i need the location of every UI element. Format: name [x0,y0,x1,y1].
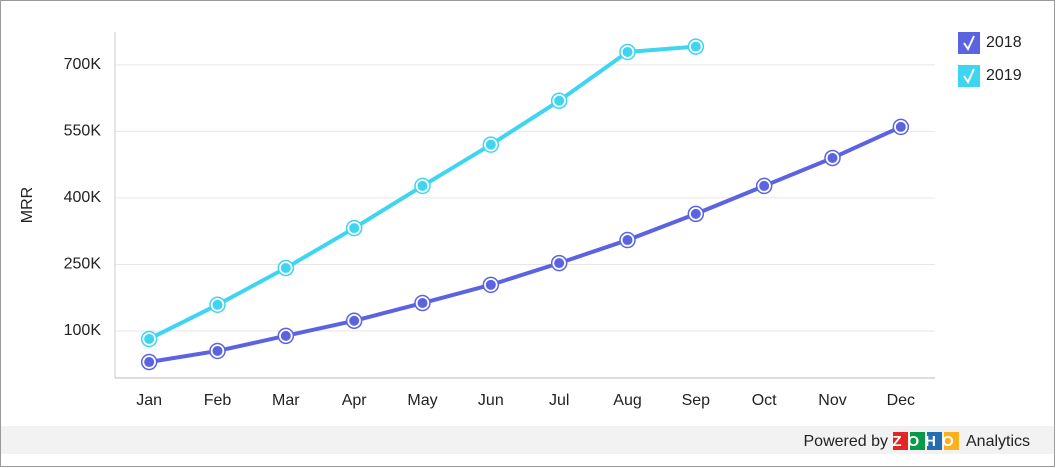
logo-block [893,432,908,450]
marker [554,258,565,269]
marker [690,208,701,219]
x-tick-label: Dec [887,392,915,409]
marker [622,46,633,57]
legend-check[interactable] [963,68,975,85]
marker [759,180,770,191]
marker [280,330,291,341]
marker [144,357,155,368]
x-tick-label: Feb [204,392,232,409]
x-tick-label: Oct [752,392,777,409]
marker [349,223,360,234]
x-tick-label: May [407,392,437,409]
marker [485,139,496,150]
x-tick-label: Jan [136,392,162,409]
marker [417,298,428,309]
logo-block [927,432,942,450]
marker [417,180,428,191]
logo-block [944,432,959,450]
y-tick-label: 250K [64,256,102,273]
legend-item[interactable]: 2018 [958,32,1022,54]
x-tick-label: Nov [818,392,846,409]
y-tick-label: 100K [64,322,102,339]
product: Analytics [966,433,1030,450]
brand: ZOHO [892,433,959,450]
y-tick-label: 550K [64,123,102,140]
marker [349,315,360,326]
marker [485,279,496,290]
marker [280,262,291,273]
x-tick-label: Aug [613,392,641,409]
x-tick-label: Mar [272,392,300,409]
legend-label[interactable]: 2018 [986,34,1022,51]
marker [212,299,223,310]
marker [827,152,838,163]
marker [212,345,223,356]
marker [554,95,565,106]
series-line [148,125,902,365]
marker [622,235,633,246]
footer-bar [1,426,1054,454]
legend-check[interactable] [963,35,975,52]
x-tick-label: Sep [682,392,711,409]
legend-checkbox[interactable] [958,65,980,87]
y-axis-label: MRR [19,187,36,223]
marker [690,41,701,52]
marker [144,333,155,344]
legend-checkbox[interactable] [958,32,980,54]
powered-by: Powered by [804,433,889,450]
x-tick-label: Jun [478,392,504,409]
y-tick-label: 700K [64,56,102,73]
y-tick-label: 400K [64,189,102,206]
x-tick-label: Apr [342,392,368,409]
legend-item[interactable]: 2019 [958,65,1022,87]
x-tick-label: Jul [549,392,569,409]
legend-label[interactable]: 2019 [986,67,1022,84]
marker [895,121,906,132]
brand-logo: ZOHO [892,432,959,450]
logo-block [910,432,925,450]
